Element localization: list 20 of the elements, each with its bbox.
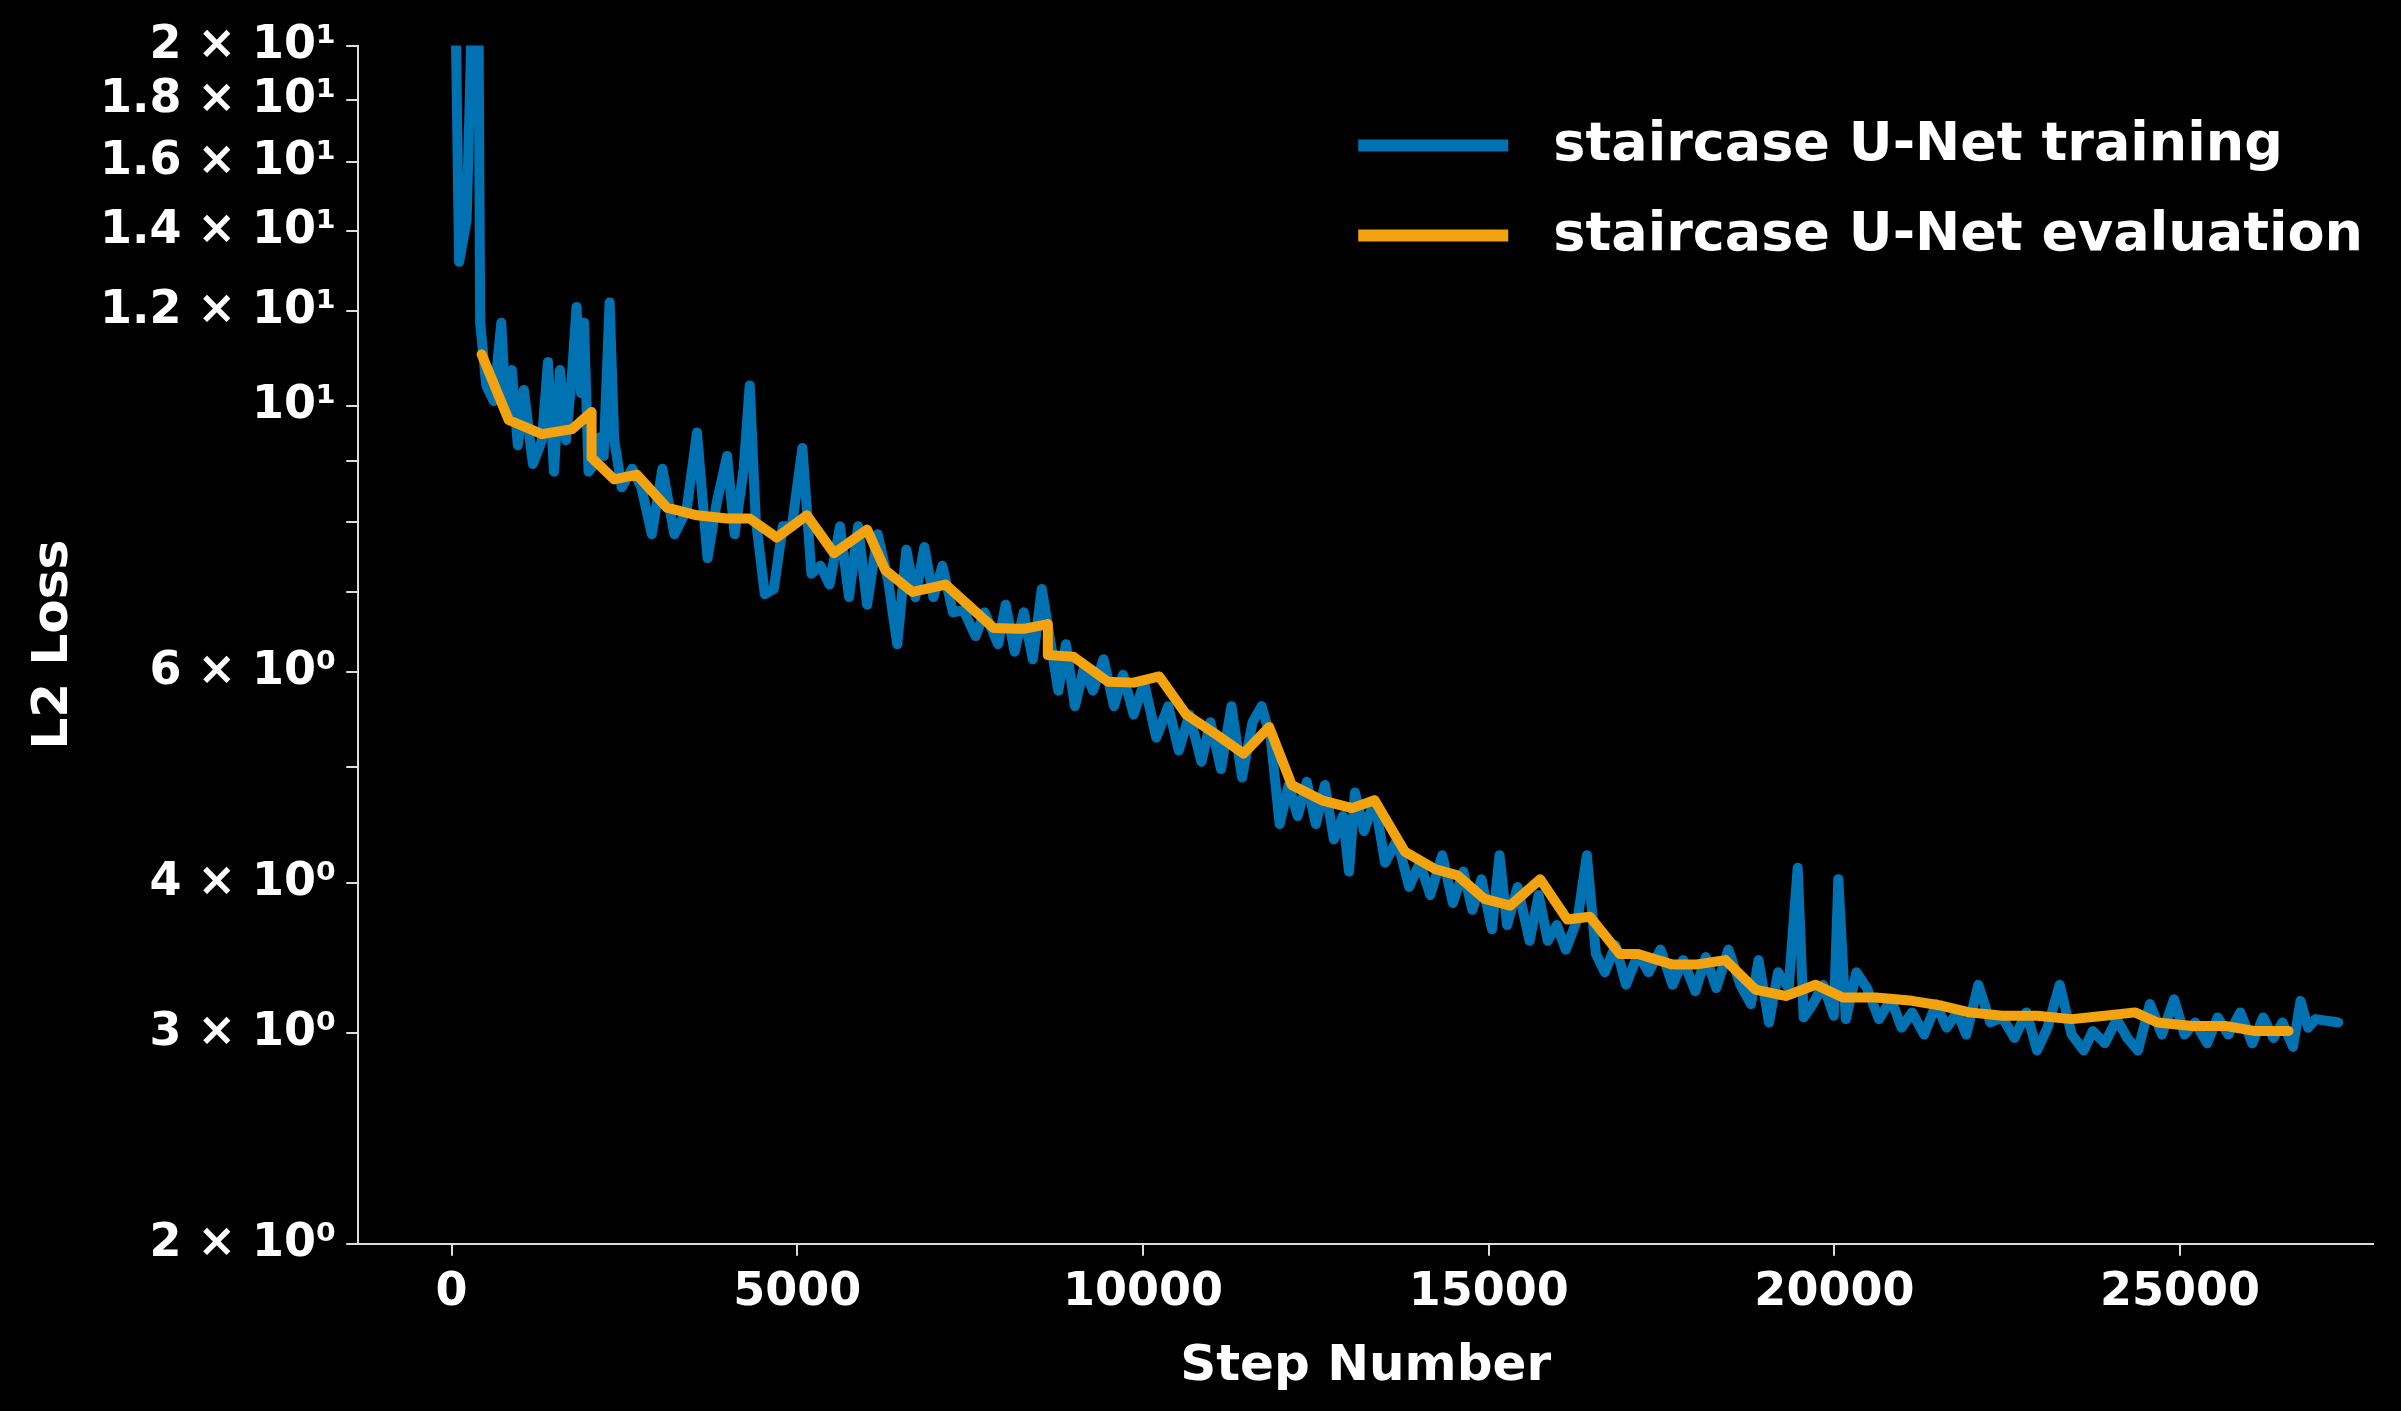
legend-label: staircase U-Net training [1553, 109, 2283, 173]
y-tick-label: 2 × 10¹ [149, 14, 337, 69]
x-tick-label: 20000 [1754, 1262, 1915, 1317]
y-tick-label: 1.8 × 10¹ [99, 69, 337, 124]
x-tick-label: 5000 [733, 1262, 862, 1317]
y-axis-title: L2 Loss [20, 539, 79, 750]
y-tick-label: 6 × 10⁰ [149, 641, 337, 696]
x-tick-label: 25000 [2100, 1262, 2261, 1317]
y-tick-label: 2 × 10⁰ [149, 1212, 337, 1267]
x-tick-label: 10000 [1062, 1262, 1223, 1317]
x-tick-label: 0 [435, 1262, 468, 1317]
legend-label: staircase U-Net evaluation [1553, 199, 2363, 263]
x-tick-label: 15000 [1408, 1262, 1569, 1317]
y-tick-label: 1.6 × 10¹ [99, 130, 337, 185]
y-tick-label: 1.4 × 10¹ [99, 200, 337, 255]
x-axis-title: Step Number [1180, 1333, 1552, 1392]
y-tick-label: 10¹ [252, 375, 337, 430]
y-tick-label: 3 × 10⁰ [149, 1001, 337, 1056]
y-tick-label: 1.2 × 10¹ [99, 280, 337, 335]
y-tick-label: 4 × 10⁰ [149, 852, 337, 907]
